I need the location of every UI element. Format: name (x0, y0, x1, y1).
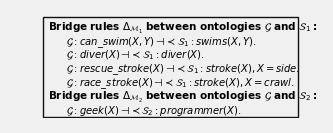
Text: $\mathcal{G} : \mathit{can\_swim}(X,Y) \dashv\! \prec \mathcal{S}_1 : \mathit{sw: $\mathcal{G} : \mathit{can\_swim}(X,Y) \… (66, 35, 257, 50)
Text: $\mathcal{G} : \mathit{rescue\_stroke}(X) \dashv\!\prec \mathcal{S}_1 : \mathit{: $\mathcal{G} : \mathit{rescue\_stroke}(X… (66, 63, 300, 77)
Text: $\mathcal{G} : \mathit{geek}(X) \dashv\!\prec \mathcal{S}_2 : \mathit{programmer: $\mathcal{G} : \mathit{geek}(X) \dashv\!… (66, 104, 242, 118)
Text: $\mathcal{G} : \mathit{diver}(X) \dashv\! \prec \mathcal{S}_1 : \mathit{diver}(X: $\mathcal{G} : \mathit{diver}(X) \dashv\… (66, 49, 205, 62)
Text: $\mathcal{G} : \mathit{race\_stroke}(X) \dashv\!\prec \mathcal{S}_1 : \mathit{st: $\mathcal{G} : \mathit{race\_stroke}(X) … (66, 76, 295, 91)
FancyBboxPatch shape (43, 18, 298, 117)
Text: $\mathbf{Bridge\ rules}\ \Delta_{\mathcal{M}_2}\ \mathbf{between\ ontologies}\ \: $\mathbf{Bridge\ rules}\ \Delta_{\mathca… (48, 90, 317, 105)
Text: $\mathbf{Bridge\ rules}\ \Delta_{\mathcal{M}_1}\ \mathbf{between\ ontologies}\ \: $\mathbf{Bridge\ rules}\ \Delta_{\mathca… (48, 21, 317, 36)
